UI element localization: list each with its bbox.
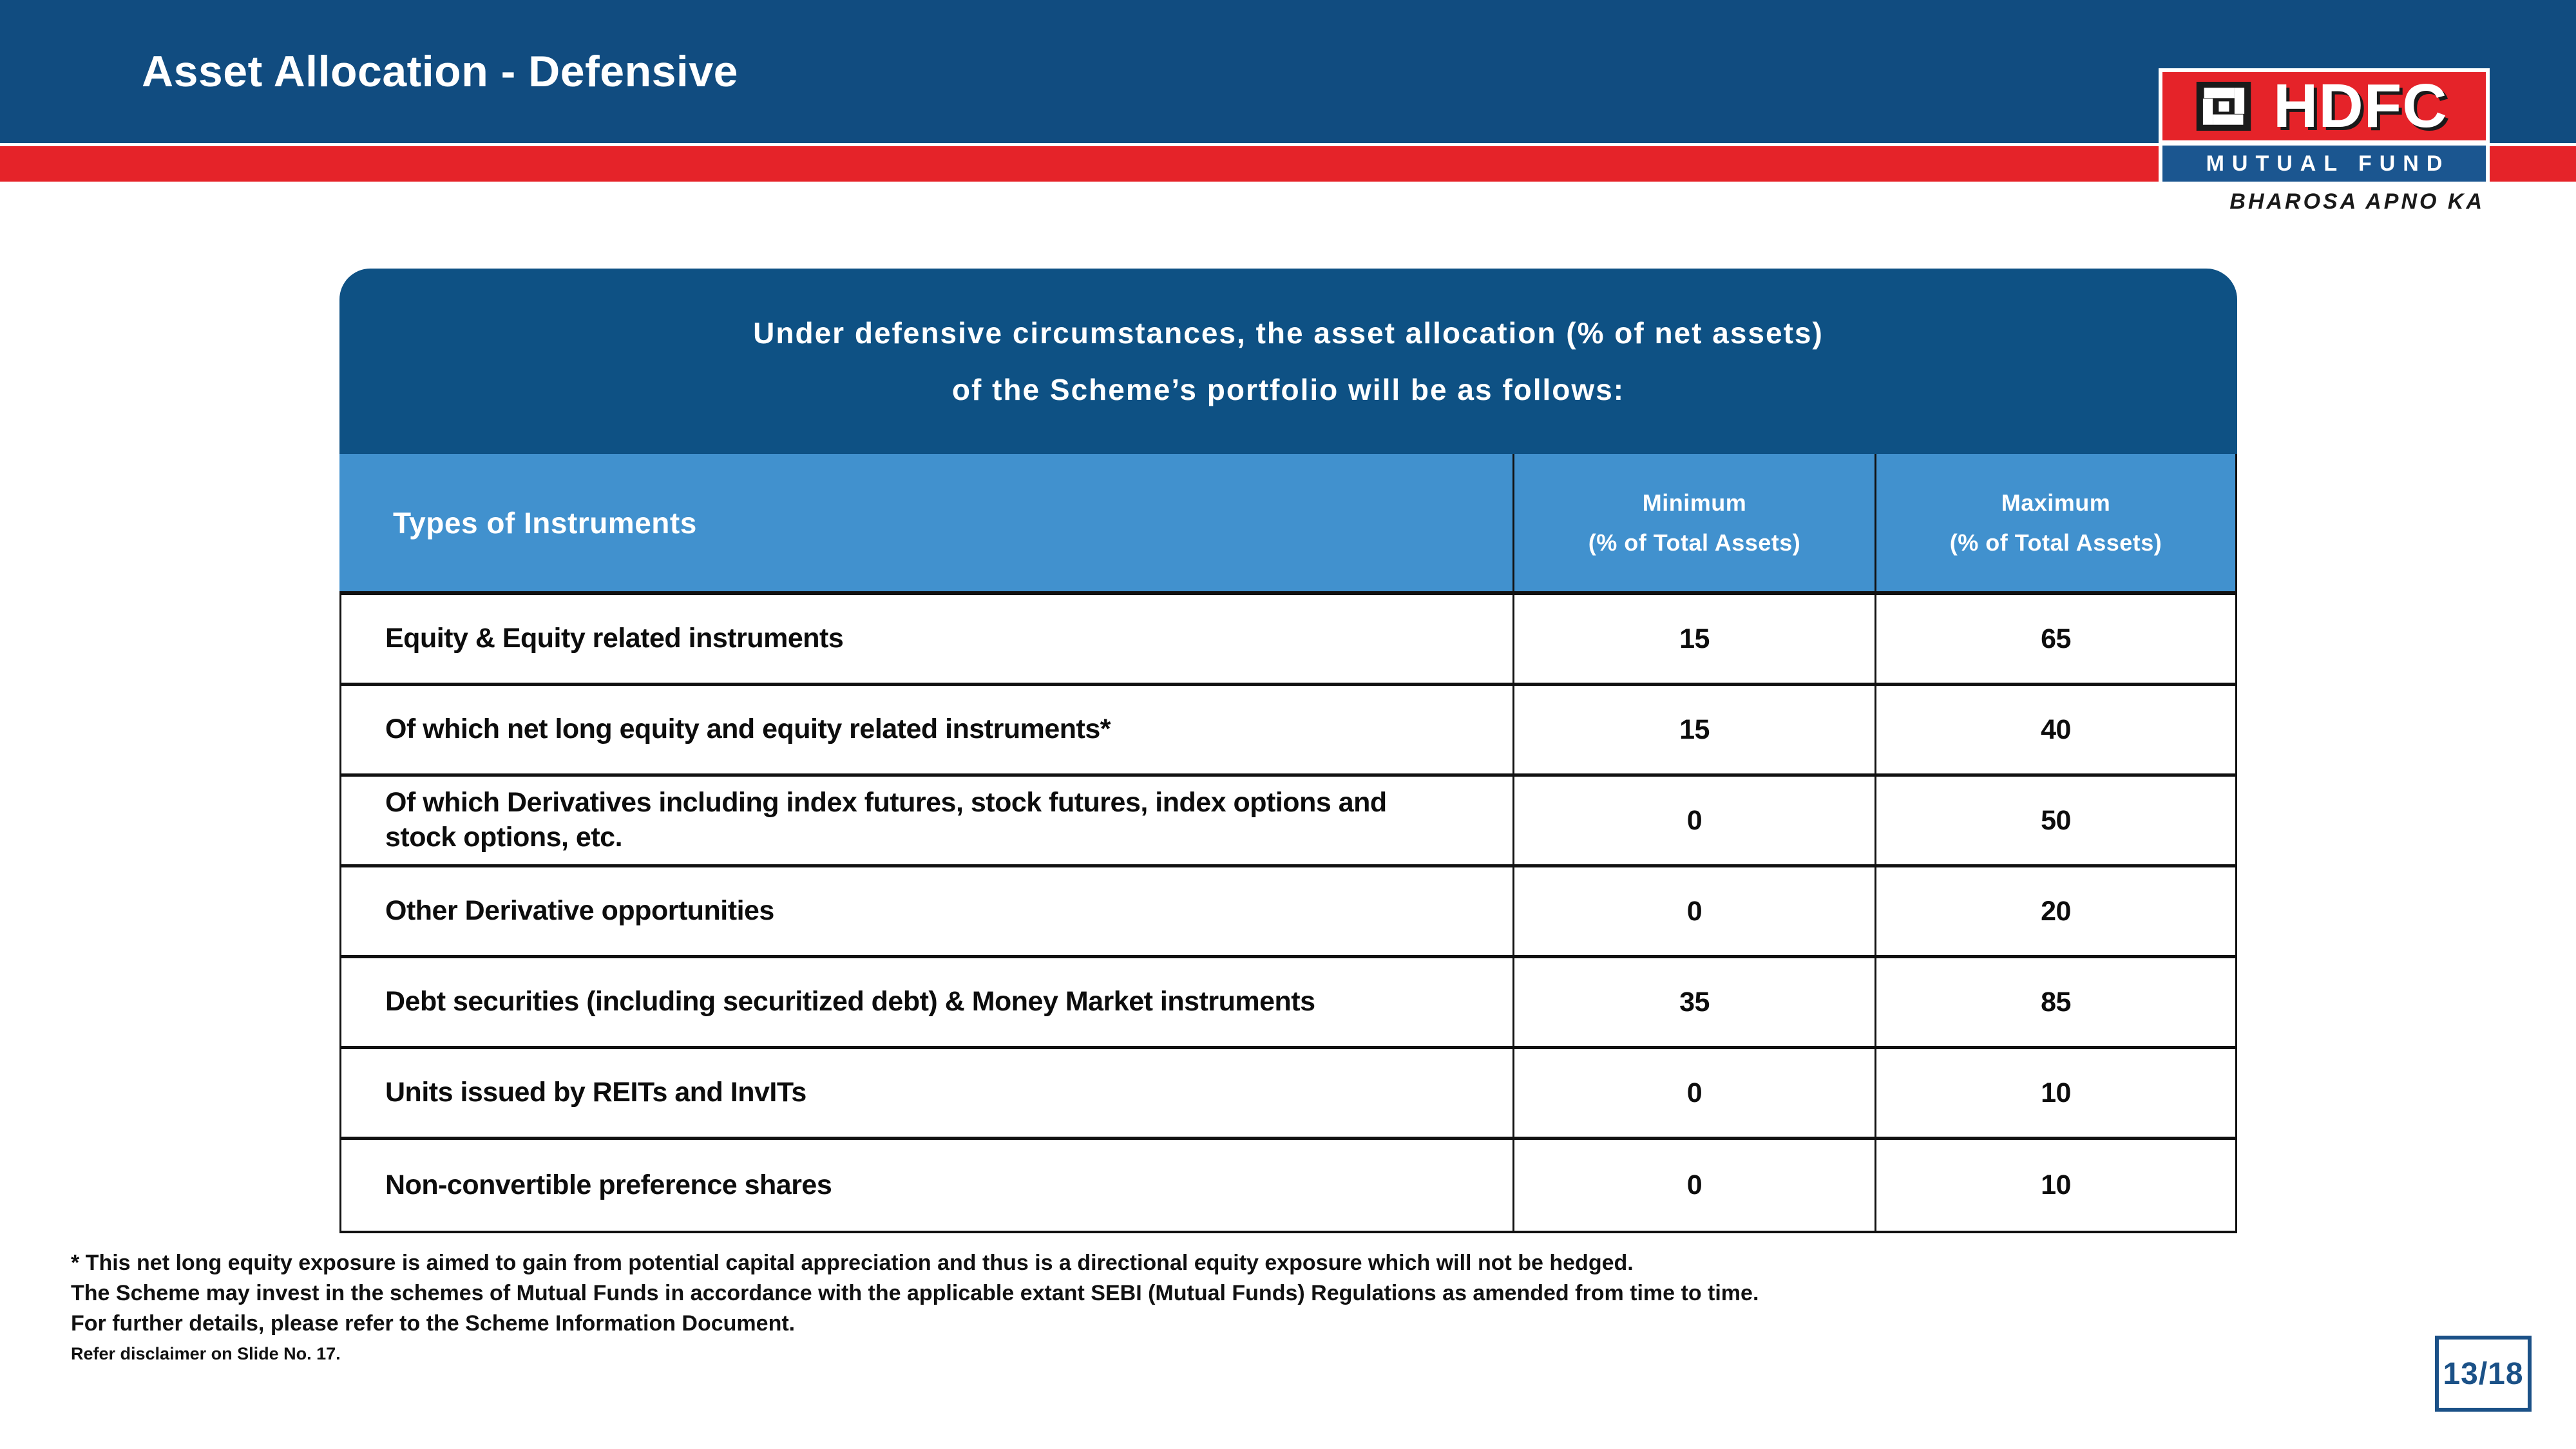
- table-header: Types of Instruments Minimum (% of Total…: [339, 454, 2237, 591]
- column-header-instruments: Types of Instruments: [341, 454, 1512, 591]
- instrument-label: Units issued by REITs and InvITs: [385, 1077, 806, 1108]
- accent-stripe: [0, 146, 2576, 182]
- minimum-value: 0: [1512, 1140, 1875, 1231]
- column-header-subtitle: (% of Total Assets): [1949, 529, 2162, 556]
- logo-tagline: BHAROSA APNO KA: [2229, 189, 2485, 214]
- table-row: Debt securities (including securitized d…: [341, 958, 2235, 1049]
- maximum-value: 40: [1875, 686, 2235, 773]
- column-header-label: Maximum: [2001, 489, 2111, 516]
- hdfc-house-icon: [2196, 82, 2251, 131]
- instrument-label: Non-convertible preference shares: [385, 1169, 832, 1200]
- minimum-value: 0: [1512, 1049, 1875, 1137]
- table-row: Of which net long equity and equity rela…: [341, 686, 2235, 777]
- hdfc-logo: HDFC MUTUAL FUND: [2159, 68, 2490, 185]
- maximum-value: 10: [1875, 1140, 2235, 1231]
- footnote-line: * This net long equity exposure is aimed…: [71, 1251, 1634, 1275]
- minimum-value: 15: [1512, 595, 1875, 683]
- instrument-label: Of which Derivatives including index fut…: [385, 787, 1387, 853]
- intro-box: Under defensive circumstances, the asset…: [339, 269, 2237, 454]
- table-row: Of which Derivatives including index fut…: [341, 777, 2235, 867]
- footnote-line: The Scheme may invest in the schemes of …: [71, 1281, 1759, 1305]
- logo-brand-text: HDFC: [2273, 71, 2448, 140]
- table-row: Units issued by REITs and InvITs 0 10: [341, 1049, 2235, 1140]
- page-number: 13/18: [2443, 1356, 2524, 1391]
- disclaimer-note: Refer disclaimer on Slide No. 17.: [71, 1344, 341, 1363]
- logo-subtitle-text: MUTUAL FUND: [2206, 151, 2450, 176]
- logo-subtitle-panel: MUTUAL FUND: [2162, 146, 2486, 182]
- column-header-label: Minimum: [1642, 489, 1747, 516]
- minimum-value: 35: [1512, 958, 1875, 1046]
- maximum-value: 50: [1875, 777, 2235, 864]
- page-number-box: 13/18: [2435, 1336, 2532, 1412]
- instrument-label: Debt securities (including securitized d…: [385, 986, 1315, 1018]
- footnote-line: For further details, please refer to the…: [71, 1311, 796, 1336]
- minimum-value: 0: [1512, 867, 1875, 955]
- page-title: Asset Allocation - Defensive: [142, 47, 738, 96]
- instrument-label: Equity & Equity related instruments: [385, 623, 844, 654]
- footnotes: * This net long equity exposure is aimed…: [71, 1248, 2454, 1364]
- minimum-value: 0: [1512, 777, 1875, 864]
- column-header-maximum: Maximum (% of Total Assets): [1875, 454, 2235, 591]
- table-row: Equity & Equity related instruments 15 65: [341, 595, 2235, 686]
- maximum-value: 65: [1875, 595, 2235, 683]
- logo-brand-panel: HDFC: [2162, 72, 2486, 140]
- minimum-value: 15: [1512, 686, 1875, 773]
- table-body: Equity & Equity related instruments 15 65 O…: [339, 591, 2237, 1233]
- header-bar: Asset Allocation - Defensive: [0, 0, 2576, 143]
- table-row: Non-convertible preference shares 0 10: [341, 1140, 2235, 1231]
- maximum-value: 20: [1875, 867, 2235, 955]
- column-header-label: Types of Instruments: [393, 506, 697, 540]
- maximum-value: 10: [1875, 1049, 2235, 1137]
- maximum-value: 85: [1875, 958, 2235, 1046]
- column-header-subtitle: (% of Total Assets): [1588, 529, 1801, 556]
- intro-line-2: of the Scheme’s portfolio will be as fol…: [951, 373, 1625, 406]
- table-row: Other Derivative opportunities 0 20: [341, 867, 2235, 958]
- instrument-label: Of which net long equity and equity rela…: [385, 714, 1111, 745]
- intro-line-1: Under defensive circumstances, the asset…: [753, 316, 1824, 350]
- column-header-minimum: Minimum (% of Total Assets): [1512, 454, 1875, 591]
- instrument-label: Other Derivative opportunities: [385, 895, 774, 927]
